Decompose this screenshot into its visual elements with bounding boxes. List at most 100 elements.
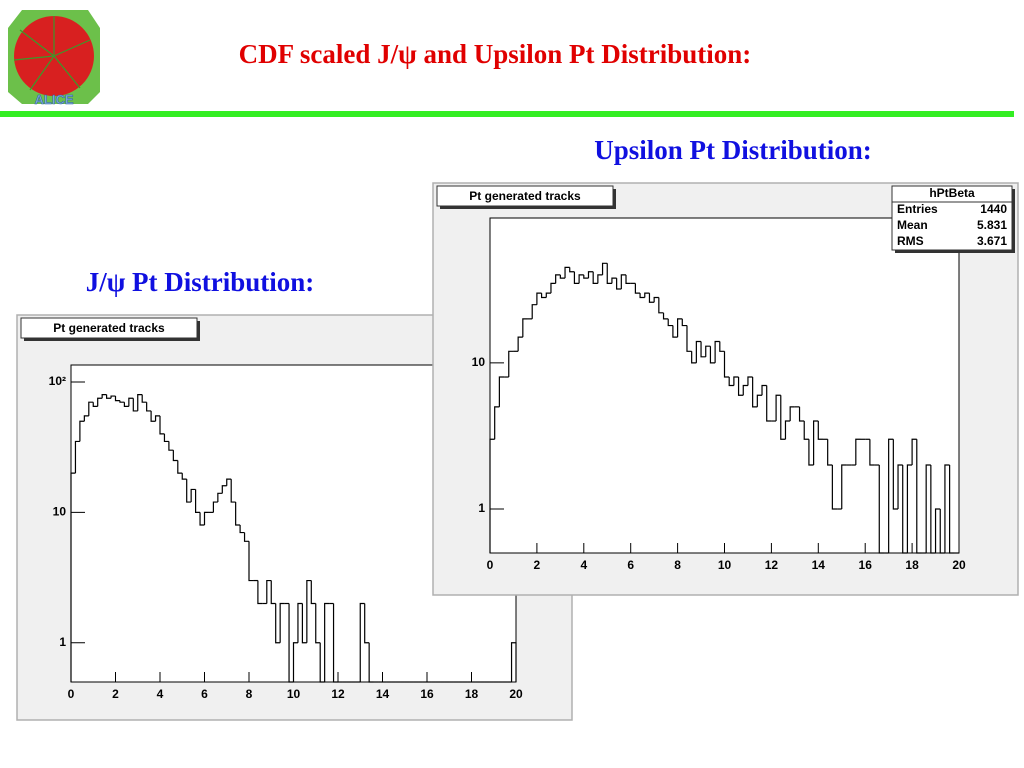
histogram-bin <box>114 396 120 402</box>
divider <box>0 111 1014 117</box>
histogram-bin <box>916 439 922 554</box>
histogram-bin <box>648 293 655 303</box>
histogram-bin <box>653 296 659 303</box>
histogram-bin <box>737 377 744 396</box>
stats-value: 1440 <box>980 202 1007 216</box>
histogram-bin <box>119 400 125 403</box>
histogram-bin <box>601 262 608 275</box>
histogram-bin <box>92 402 98 407</box>
histogram-bin <box>559 274 566 279</box>
histogram-bin <box>934 508 941 553</box>
x-tick-label: 6 <box>201 687 208 701</box>
y-tick-label: 10 <box>53 505 67 519</box>
chart: 0 2 4 6 8 10 12 14 16 18 20 1 10 Pt generated tracks h… <box>432 182 1019 596</box>
histogram-bin <box>212 501 218 513</box>
x-tick-label: 4 <box>580 558 587 572</box>
histogram-bin <box>186 479 192 503</box>
histogram-bin <box>181 473 187 480</box>
y-tick-label: 1 <box>478 501 485 515</box>
histogram-bin <box>691 351 697 364</box>
histogram-bin <box>644 292 650 298</box>
histogram-bin <box>301 603 307 644</box>
histogram-bin <box>190 488 196 503</box>
histogram-bin <box>159 415 165 435</box>
histogram-bin <box>925 464 931 553</box>
plot-frame <box>489 217 960 554</box>
histogram-bin <box>766 385 772 422</box>
x-tick-label: 18 <box>905 558 919 572</box>
histogram-bin <box>573 271 580 284</box>
x-tick-label: 10 <box>718 558 732 572</box>
histogram-bin <box>368 642 374 683</box>
x-tick-label: 14 <box>376 687 390 701</box>
stats-label: RMS <box>897 234 924 248</box>
stats-value: 5.831 <box>977 218 1007 232</box>
y-tick-label: 10 <box>472 355 486 369</box>
histogram-bin <box>172 450 178 462</box>
histogram-bin <box>817 421 823 440</box>
histogram-bin <box>324 602 330 682</box>
chart-title: Pt generated tracks <box>53 321 165 335</box>
histogram-bin <box>639 293 645 299</box>
histogram-bin <box>128 397 134 407</box>
histogram-bin <box>831 465 838 510</box>
histogram-bin <box>869 439 875 466</box>
histogram-bin <box>634 283 641 294</box>
histogram-bin <box>700 341 706 358</box>
histogram-bin <box>168 441 174 451</box>
x-tick-label: 10 <box>287 687 301 701</box>
histogram-bin <box>705 345 711 357</box>
histogram-bin <box>742 384 748 396</box>
histogram-bin <box>332 603 338 683</box>
histogram-bin <box>878 465 884 554</box>
histogram-bin <box>555 274 561 284</box>
histogram-bin <box>695 340 702 363</box>
histogram-bin <box>892 439 899 510</box>
stats-name: hPtBeta <box>929 186 975 200</box>
histogram-bin <box>911 438 917 466</box>
histogram-bin <box>939 509 945 554</box>
histogram-bin <box>230 479 236 503</box>
histogram-bin <box>545 292 551 298</box>
histogram-bin <box>681 318 687 327</box>
x-tick-label: 8 <box>674 558 681 572</box>
histogram-bin <box>137 394 143 411</box>
x-tick-label: 18 <box>465 687 479 701</box>
histogram-bin <box>540 293 547 299</box>
histogram-bin <box>597 274 603 284</box>
logo: ALICE <box>8 10 100 107</box>
histogram-bin <box>510 642 517 682</box>
histogram-bin <box>798 406 805 422</box>
x-tick-label: 8 <box>246 687 253 701</box>
histogram-bin <box>74 440 80 474</box>
chart-heading: J/ψ Pt Distribution: <box>86 267 315 297</box>
histogram-bin <box>154 415 160 422</box>
histogram-bin <box>620 274 627 290</box>
histogram-bin <box>310 580 316 605</box>
histogram-bin <box>359 602 365 682</box>
histogram-bin <box>752 377 758 408</box>
x-tick-label: 14 <box>812 558 826 572</box>
logo-rays <box>13 16 91 91</box>
histogram-bin <box>270 580 276 605</box>
x-tick-label: 16 <box>859 558 873 572</box>
histogram-bin <box>583 274 589 279</box>
histogram-bin <box>723 351 730 378</box>
histogram-bin <box>897 464 903 510</box>
x-tick-label: 6 <box>627 558 634 572</box>
title-box <box>20 317 198 339</box>
histogram-bin <box>517 336 523 352</box>
y-tick-label: 10² <box>49 374 66 388</box>
histogram-bin <box>177 460 183 474</box>
histogram-bin <box>364 603 370 644</box>
histogram-bin <box>625 274 631 284</box>
x-tick-label: 12 <box>765 558 779 572</box>
histogram-bin <box>728 377 734 387</box>
histogram-bin <box>163 433 169 443</box>
histogram-bin <box>606 263 612 284</box>
histogram-bin <box>248 541 254 582</box>
histogram-bin <box>106 394 112 399</box>
title-box <box>436 185 614 207</box>
histogram-bin <box>494 406 500 440</box>
